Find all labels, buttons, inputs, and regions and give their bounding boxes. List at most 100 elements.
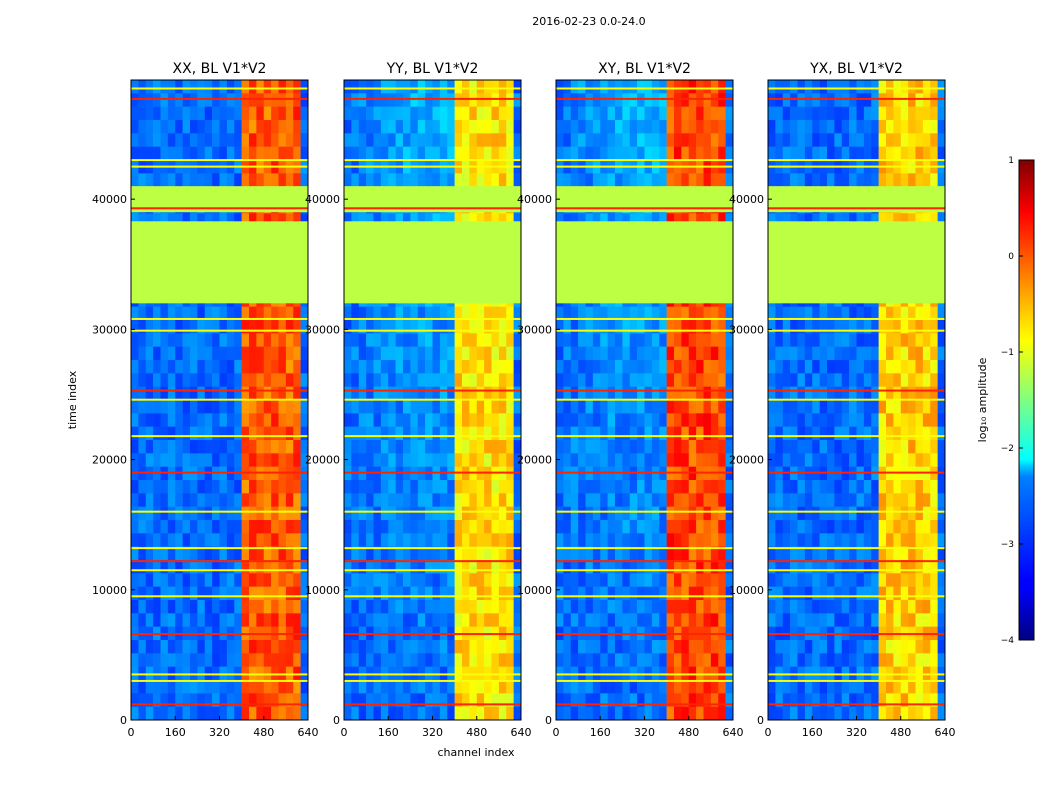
heatmap-cell bbox=[219, 680, 228, 694]
x-tick-label: 320 bbox=[846, 726, 867, 739]
heatmap-cell bbox=[204, 493, 213, 507]
heatmap-cell bbox=[688, 400, 697, 414]
heatmap-cell bbox=[856, 440, 865, 454]
heatmap-cell bbox=[249, 546, 257, 561]
heatmap-cell bbox=[432, 346, 441, 361]
heatmap-cell bbox=[937, 120, 946, 134]
heatmap-cell bbox=[615, 453, 623, 467]
heatmap-cell bbox=[395, 480, 404, 494]
heatmap-cell bbox=[395, 493, 404, 507]
heatmap-cell bbox=[182, 426, 191, 441]
heatmap-cell bbox=[513, 133, 522, 147]
heatmap-cell bbox=[380, 706, 389, 721]
heatmap-cell bbox=[622, 173, 631, 187]
heatmap-cell bbox=[827, 346, 835, 361]
heatmap-cell bbox=[585, 546, 594, 561]
heatmap-cell bbox=[600, 146, 608, 161]
heatmap-cell bbox=[651, 400, 660, 414]
heatmap-cell bbox=[600, 80, 608, 94]
heatmap-cell bbox=[775, 213, 784, 227]
heatmap-cell bbox=[930, 653, 938, 667]
heatmap-cell bbox=[454, 360, 463, 374]
heatmap-cell bbox=[703, 613, 712, 627]
heatmap-cell bbox=[410, 106, 419, 121]
heatmap-cell bbox=[607, 586, 616, 601]
heatmap-cell bbox=[585, 333, 594, 347]
heatmap-cell bbox=[812, 400, 820, 414]
heatmap-cell bbox=[900, 426, 909, 441]
heatmap-cell bbox=[469, 480, 478, 494]
heatmap-cell bbox=[768, 346, 776, 361]
heatmap-cell bbox=[556, 373, 564, 387]
heatmap-cell bbox=[570, 426, 579, 441]
heatmap-cell bbox=[674, 80, 682, 94]
heatmap-cell bbox=[300, 600, 309, 614]
heatmap-cell bbox=[775, 506, 784, 521]
heatmap-cell bbox=[570, 80, 579, 94]
heatmap-cell bbox=[637, 80, 645, 94]
y-tick-label: 40000 bbox=[92, 193, 127, 206]
heatmap-cell bbox=[197, 560, 206, 574]
heatmap-cell bbox=[447, 426, 455, 441]
heatmap-cell bbox=[812, 426, 820, 441]
heatmap-cell bbox=[403, 520, 411, 534]
heatmap-cell bbox=[344, 386, 352, 401]
heatmap-cell bbox=[256, 360, 265, 374]
heatmap-cell bbox=[395, 613, 404, 627]
heatmap-cell bbox=[476, 440, 485, 454]
heatmap-cell bbox=[629, 573, 638, 587]
heatmap-cell bbox=[725, 386, 734, 401]
heatmap-cell bbox=[190, 706, 198, 721]
heatmap-cell bbox=[922, 680, 931, 694]
heatmap-cell bbox=[790, 146, 798, 161]
rfi-row bbox=[768, 560, 945, 563]
colorbar-ticks: 10−1−2−3−4 bbox=[1001, 156, 1023, 646]
heatmap-cell bbox=[293, 706, 301, 721]
heatmap-cell bbox=[145, 680, 154, 694]
heatmap-cell bbox=[563, 373, 572, 387]
heatmap-cell bbox=[674, 413, 682, 427]
heatmap-cell bbox=[871, 506, 879, 521]
heatmap-cell bbox=[651, 573, 660, 587]
heatmap-cell bbox=[637, 493, 645, 507]
heatmap-cell bbox=[491, 106, 500, 121]
heatmap-cell bbox=[900, 306, 909, 321]
heatmap-cell bbox=[893, 106, 902, 121]
heatmap-cell bbox=[293, 680, 301, 694]
heatmap-cell bbox=[637, 133, 645, 147]
heatmap-cell bbox=[775, 520, 784, 534]
heatmap-cell bbox=[476, 453, 485, 467]
heatmap-cell bbox=[871, 640, 879, 654]
heatmap-cell bbox=[827, 453, 835, 467]
heatmap-cell bbox=[447, 360, 455, 374]
heatmap-cell bbox=[615, 573, 623, 587]
heatmap-cell bbox=[681, 600, 690, 614]
heatmap-cell bbox=[484, 706, 492, 721]
heatmap-cell bbox=[893, 346, 902, 361]
heatmap-cell bbox=[696, 120, 704, 134]
heatmap-cell bbox=[915, 506, 924, 521]
heatmap-cell bbox=[447, 306, 455, 321]
heatmap-cell bbox=[922, 493, 931, 507]
heatmap-cell bbox=[160, 360, 169, 374]
heatmap-cell bbox=[344, 573, 352, 587]
heatmap-cell bbox=[908, 400, 916, 414]
heatmap-cell bbox=[622, 560, 631, 574]
heatmap-cell bbox=[278, 480, 287, 494]
heatmap-cell bbox=[432, 573, 441, 587]
heatmap-cell bbox=[849, 493, 857, 507]
heatmap-cell bbox=[696, 546, 704, 561]
heatmap-cell bbox=[637, 333, 645, 347]
heatmap-cell bbox=[190, 453, 198, 467]
heatmap-cell bbox=[615, 173, 623, 187]
heatmap-cell bbox=[768, 106, 776, 121]
heatmap-cell bbox=[439, 360, 448, 374]
heatmap-cell bbox=[834, 413, 843, 427]
heatmap-cell bbox=[607, 373, 616, 387]
heatmap-cell bbox=[351, 386, 360, 401]
heatmap-cell bbox=[841, 440, 850, 454]
heatmap-cell bbox=[153, 80, 161, 94]
heatmap-cell bbox=[234, 653, 242, 667]
heatmap-cell bbox=[138, 506, 147, 521]
heatmap-cell bbox=[856, 413, 865, 427]
